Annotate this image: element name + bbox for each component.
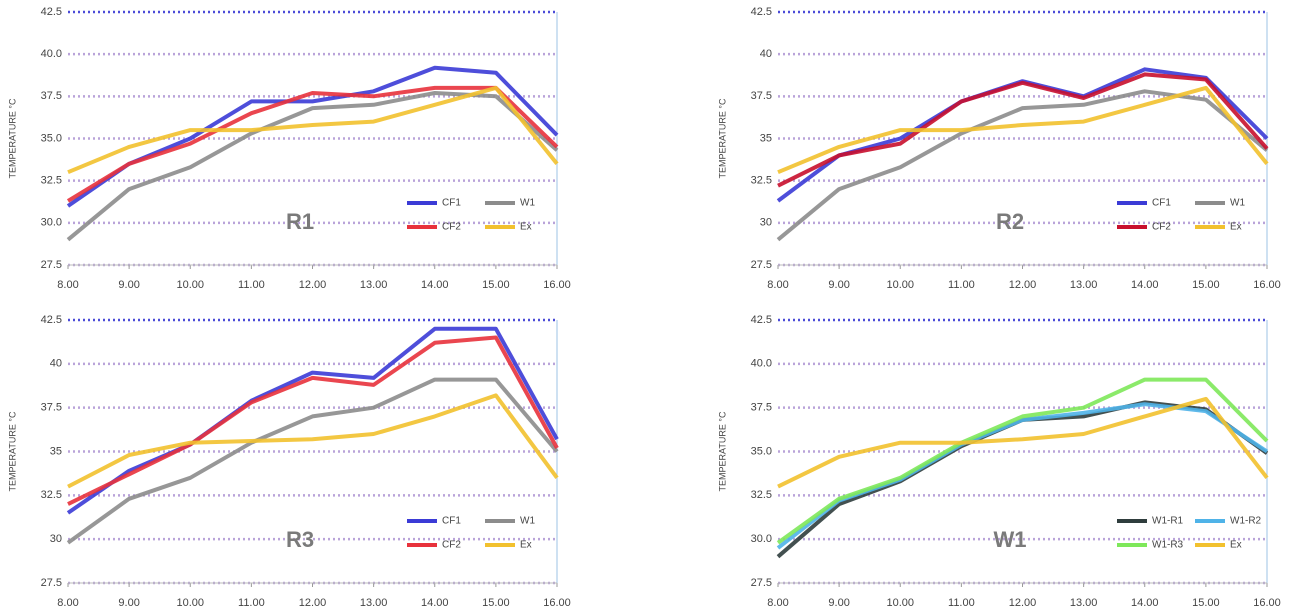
y-tick-label: 27.5 (751, 577, 772, 589)
x-tick-label: 11.00 (238, 279, 265, 291)
legend-label: W1 (520, 516, 535, 527)
series-line (68, 395, 557, 486)
legend-label: W1-R3 (1152, 540, 1184, 551)
y-tick-label: 42.5 (41, 6, 62, 18)
x-tick-label: 15.00 (482, 279, 510, 291)
x-tick-label: 11.00 (238, 597, 265, 609)
y-tick-label: 37.5 (41, 402, 62, 414)
y-tick-label: 30.0 (751, 533, 772, 545)
legend-label: CF1 (1152, 198, 1171, 209)
legend-label: W1 (520, 198, 535, 209)
x-tick-label: 14.00 (421, 279, 449, 291)
panel-label: R1 (286, 209, 314, 234)
x-tick-label: 14.00 (421, 597, 449, 609)
x-tick-label: 8.00 (767, 597, 788, 609)
legend-label: W1-R1 (1152, 516, 1184, 527)
y-tick-label: 37.5 (41, 90, 62, 102)
y-tick-label: 40.0 (751, 358, 772, 370)
x-tick-label: 9.00 (118, 279, 139, 291)
x-tick-label: 16.00 (543, 279, 571, 291)
y-tick-label: 27.5 (41, 577, 62, 589)
y-tick-label: 32.5 (41, 175, 62, 187)
x-tick-label: 10.00 (886, 597, 914, 609)
series-line (68, 338, 557, 505)
x-tick-label: 15.00 (482, 597, 510, 609)
x-tick-label: 8.00 (57, 279, 78, 291)
y-tick-label: 27.5 (41, 259, 62, 271)
y-axis-label: TEMPERATURE °C (717, 411, 727, 491)
y-tick-label: 27.5 (751, 259, 772, 271)
x-tick-label: 12.00 (299, 279, 327, 291)
legend-label: CF2 (442, 222, 461, 233)
y-tick-label: 40 (760, 48, 772, 60)
x-tick-label: 11.00 (948, 597, 975, 609)
y-tick-label: 37.5 (751, 90, 772, 102)
y-tick-label: 32.5 (751, 175, 772, 187)
legend-label: CF2 (442, 540, 461, 551)
y-tick-label: 30.0 (41, 217, 62, 229)
x-tick-label: 16.00 (1253, 597, 1281, 609)
x-tick-label: 9.00 (828, 597, 849, 609)
y-axis-label: TEMPERATURE °C (7, 411, 17, 491)
y-tick-label: 35 (760, 132, 772, 144)
y-tick-label: 35.0 (41, 132, 62, 144)
x-tick-label: 13.00 (1070, 279, 1098, 291)
series-line (68, 380, 557, 543)
legend-label: CF1 (442, 516, 461, 527)
x-tick-label: 12.00 (1009, 279, 1037, 291)
series-line (778, 399, 1267, 487)
legend-label: Ex (520, 540, 532, 551)
y-tick-label: 35.0 (751, 445, 772, 457)
y-tick-label: 32.5 (751, 489, 772, 501)
y-axis-label: TEMPERATURE °C (717, 98, 727, 178)
y-tick-label: 30 (760, 217, 772, 229)
x-tick-label: 16.00 (543, 597, 571, 609)
series-line (68, 329, 557, 513)
x-tick-label: 15.00 (1192, 279, 1220, 291)
x-tick-label: 13.00 (360, 279, 388, 291)
x-tick-label: 8.00 (767, 279, 788, 291)
y-tick-label: 35 (50, 445, 62, 457)
x-tick-label: 8.00 (57, 597, 78, 609)
x-tick-label: 13.00 (360, 597, 388, 609)
y-tick-label: 42.5 (751, 314, 772, 326)
y-tick-label: 32.5 (41, 489, 62, 501)
panel-label: W1 (994, 527, 1027, 552)
y-tick-label: 37.5 (751, 402, 772, 414)
x-tick-label: 15.00 (1192, 597, 1220, 609)
x-tick-label: 14.00 (1131, 279, 1159, 291)
panel-label: R2 (996, 209, 1024, 234)
x-tick-label: 10.00 (176, 279, 204, 291)
x-tick-label: 9.00 (118, 597, 139, 609)
y-tick-label: 40.0 (41, 48, 62, 60)
y-tick-label: 42.5 (751, 6, 772, 18)
y-tick-label: 42.5 (41, 314, 62, 326)
x-tick-label: 12.00 (299, 597, 327, 609)
legend-label: CF1 (442, 198, 461, 209)
x-tick-label: 16.00 (1253, 279, 1281, 291)
legend-label: Ex (1230, 540, 1242, 551)
legend-label: Ex (520, 222, 532, 233)
x-tick-label: 12.00 (1009, 597, 1037, 609)
x-tick-label: 11.00 (948, 279, 975, 291)
panel-label: R3 (286, 527, 314, 552)
y-axis-label: TEMPERATURE °C (7, 98, 17, 178)
series-line (778, 88, 1267, 172)
legend-label: Ex (1230, 222, 1242, 233)
chart: 27.5 30.0 32.5 35.0 37.5 40.0 42.5 8.00 9.00 10.0… (0, 0, 1300, 614)
legend-label: CF2 (1152, 222, 1171, 233)
legend-label: W1-R2 (1230, 516, 1262, 527)
x-tick-label: 9.00 (828, 279, 849, 291)
x-tick-label: 14.00 (1131, 597, 1159, 609)
y-tick-label: 40 (50, 358, 62, 370)
x-tick-label: 13.00 (1070, 597, 1098, 609)
x-tick-label: 10.00 (176, 597, 204, 609)
y-tick-label: 30 (50, 533, 62, 545)
legend-label: W1 (1230, 198, 1245, 209)
x-tick-label: 10.00 (886, 279, 914, 291)
